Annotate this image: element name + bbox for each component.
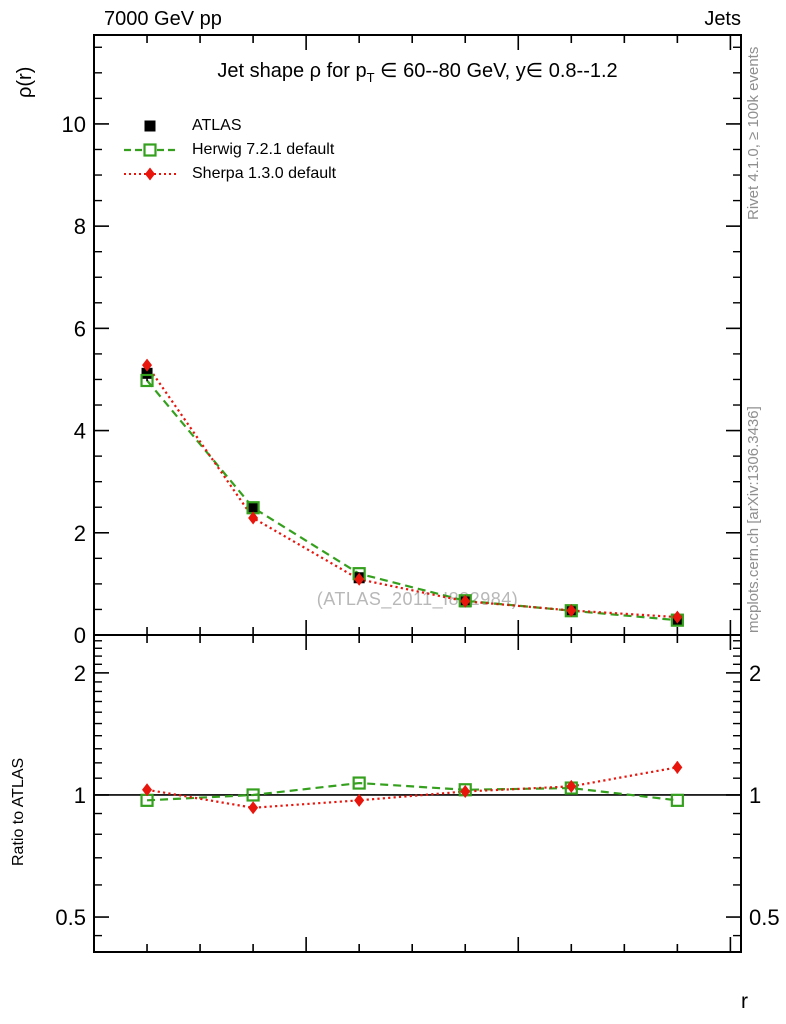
series-line-sherpa	[146, 364, 678, 619]
svg-text:2: 2	[74, 521, 86, 546]
svg-text:1: 1	[749, 783, 761, 808]
legend-item-atlas: ATLAS	[122, 116, 242, 136]
x-axis-label: r	[741, 990, 748, 1013]
svg-text:2: 2	[749, 661, 761, 686]
panel-main: 0 2 4 6 8 10	[62, 34, 742, 648]
svg-text:10: 10	[62, 112, 86, 137]
svg-text:4: 4	[74, 419, 86, 444]
legend-item-sherpa: Sherpa 1.3.0 default	[122, 164, 336, 184]
legend-label-atlas: ATLAS	[192, 117, 242, 134]
series-markers-herwig	[140, 776, 684, 807]
atlas-marker-icon	[144, 120, 156, 132]
plot-title-subscript: T	[366, 70, 375, 85]
series-line-herwig	[146, 781, 678, 802]
svg-text:0: 0	[74, 623, 86, 648]
legend-label-herwig: Herwig 7.2.1 default	[192, 141, 335, 158]
series-line-herwig	[146, 379, 678, 622]
series-markers-sherpa	[142, 760, 683, 815]
header-beam-energy: 7000 GeV pp	[104, 8, 222, 30]
svg-text:2: 2	[74, 661, 86, 686]
svg-text:6: 6	[74, 316, 86, 341]
series-line-sherpa	[146, 766, 678, 809]
plot-title: Jet shape ρ for pT ∈ 60--80 GeV, y∈ 0.8-…	[94, 58, 741, 85]
svg-text:1: 1	[74, 783, 86, 808]
header-analysis-group: Jets	[704, 8, 741, 30]
herwig-marker-icon	[124, 143, 176, 157]
svg-text:0.5: 0.5	[55, 905, 86, 930]
series-markers-sherpa	[142, 358, 683, 624]
sherpa-marker-icon	[124, 167, 176, 181]
panel-ratio: 2 2 1 1 0.5 0.5	[55, 634, 780, 953]
plot-title-post: ∈ 60--80 GeV, y∈ 0.8--1.2	[374, 60, 618, 82]
svg-text:0.5: 0.5	[749, 905, 780, 930]
plot-title-pre: Jet shape ρ for p	[217, 60, 367, 82]
svg-text:8: 8	[74, 214, 86, 239]
legend-label-sherpa: Sherpa 1.3.0 default	[192, 165, 337, 182]
legend-item-herwig: Herwig 7.2.1 default	[122, 140, 334, 160]
